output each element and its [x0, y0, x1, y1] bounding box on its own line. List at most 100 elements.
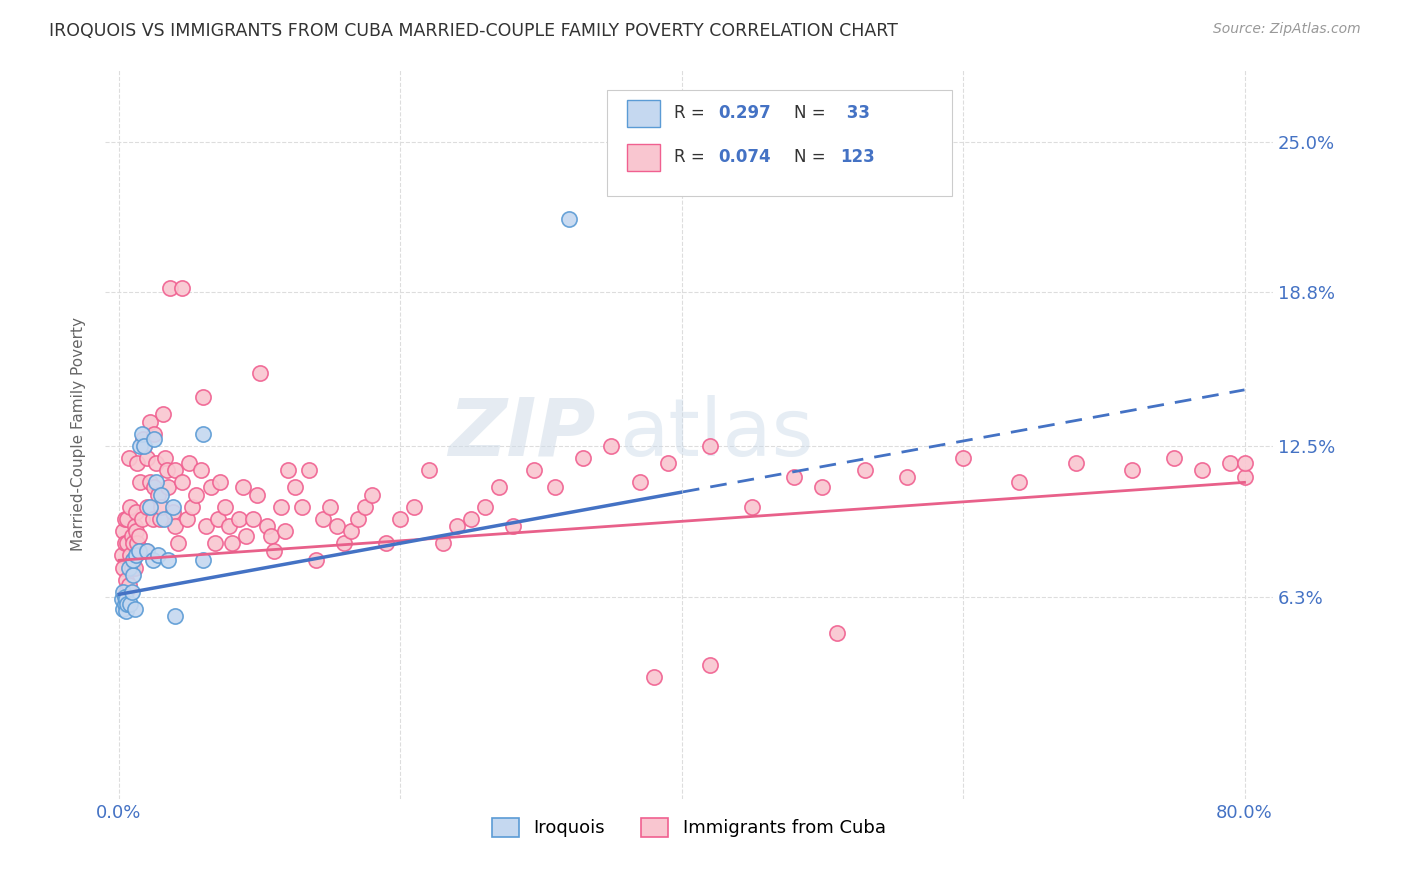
- Point: [114, 536, 136, 550]
- Point: [139, 475, 162, 490]
- Point: [125, 549, 148, 563]
- Text: 0.074: 0.074: [718, 148, 770, 166]
- Point: [277, 463, 299, 477]
- Point: [117, 536, 139, 550]
- Text: 0.297: 0.297: [718, 104, 770, 122]
- Point: [120, 549, 142, 563]
- Bar: [627, 101, 659, 127]
- Point: [474, 500, 496, 514]
- Point: [741, 500, 763, 514]
- Point: [181, 500, 204, 514]
- Point: [129, 475, 152, 490]
- Point: [249, 366, 271, 380]
- Point: [117, 597, 139, 611]
- Point: [600, 439, 623, 453]
- Point: [125, 524, 148, 538]
- Text: ZIP: ZIP: [449, 394, 595, 473]
- Point: [361, 487, 384, 501]
- Point: [111, 592, 134, 607]
- Point: [242, 512, 264, 526]
- Point: [446, 519, 468, 533]
- Point: [148, 487, 170, 501]
- Text: IROQUOIS VS IMMIGRANTS FROM CUBA MARRIED-COUPLE FAMILY POVERTY CORRELATION CHART: IROQUOIS VS IMMIGRANTS FROM CUBA MARRIED…: [49, 22, 898, 40]
- Point: [142, 512, 165, 526]
- Point: [1219, 456, 1241, 470]
- Point: [643, 670, 665, 684]
- Point: [952, 450, 974, 465]
- Point: [124, 602, 146, 616]
- Point: [235, 529, 257, 543]
- Point: [256, 519, 278, 533]
- Text: N =: N =: [794, 148, 831, 166]
- Point: [120, 500, 142, 514]
- Point: [1191, 463, 1213, 477]
- Point: [375, 536, 398, 550]
- Point: [129, 439, 152, 453]
- Point: [122, 553, 145, 567]
- Point: [218, 519, 240, 533]
- Point: [204, 536, 226, 550]
- Point: [118, 577, 141, 591]
- Point: [150, 487, 173, 501]
- Point: [127, 536, 149, 550]
- Point: [305, 553, 328, 567]
- Point: [260, 529, 283, 543]
- Point: [124, 560, 146, 574]
- Point: [896, 470, 918, 484]
- Point: [418, 463, 440, 477]
- Point: [312, 512, 335, 526]
- Point: [544, 480, 567, 494]
- Point: [389, 512, 412, 526]
- Point: [1008, 475, 1031, 490]
- Text: N =: N =: [794, 104, 831, 122]
- Point: [404, 500, 426, 514]
- Point: [214, 500, 236, 514]
- Point: [628, 475, 651, 490]
- Point: [145, 456, 167, 470]
- Point: [157, 553, 180, 567]
- Point: [347, 512, 370, 526]
- Point: [186, 487, 208, 501]
- Point: [172, 475, 194, 490]
- Point: [207, 512, 229, 526]
- Point: [114, 597, 136, 611]
- Text: atlas: atlas: [619, 394, 813, 473]
- Point: [319, 500, 342, 514]
- FancyBboxPatch shape: [607, 90, 952, 196]
- Point: [657, 456, 679, 470]
- Point: [825, 626, 848, 640]
- Text: R =: R =: [673, 148, 710, 166]
- Point: [195, 519, 218, 533]
- Point: [333, 536, 356, 550]
- Point: [127, 456, 149, 470]
- Text: Source: ZipAtlas.com: Source: ZipAtlas.com: [1213, 22, 1361, 37]
- Point: [112, 524, 135, 538]
- Point: [118, 450, 141, 465]
- Point: [115, 592, 138, 607]
- Point: [139, 500, 162, 514]
- Point: [136, 450, 159, 465]
- Point: [165, 519, 187, 533]
- Point: [284, 480, 307, 494]
- Point: [209, 475, 232, 490]
- Point: [128, 529, 150, 543]
- Point: [162, 505, 184, 519]
- Point: [143, 480, 166, 494]
- Point: [122, 536, 145, 550]
- Point: [274, 524, 297, 538]
- Point: [699, 657, 721, 672]
- Point: [121, 529, 143, 543]
- Point: [112, 585, 135, 599]
- Point: [167, 536, 190, 550]
- Point: [1064, 456, 1087, 470]
- Point: [193, 426, 215, 441]
- Point: [120, 597, 142, 611]
- Point: [122, 567, 145, 582]
- Point: [193, 553, 215, 567]
- Point: [1233, 456, 1256, 470]
- Point: [291, 500, 314, 514]
- Point: [172, 280, 194, 294]
- Point: [131, 426, 153, 441]
- Point: [118, 560, 141, 574]
- Point: [134, 439, 156, 453]
